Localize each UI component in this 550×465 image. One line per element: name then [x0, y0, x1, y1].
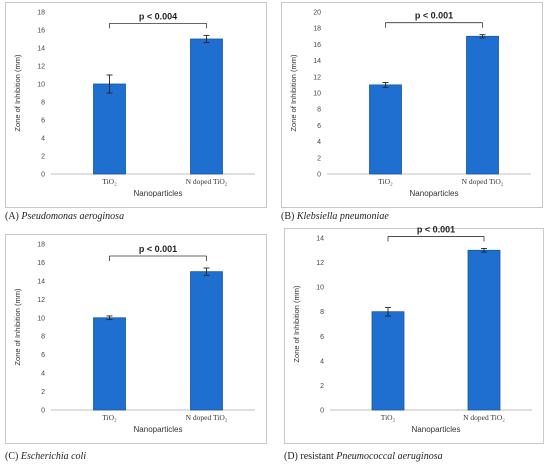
chart0-significance-label: p < 0.004	[139, 11, 177, 21]
chart1-ytick-label-7: 14	[313, 58, 321, 65]
chart2-ytick-label-4: 8	[41, 334, 45, 341]
chart3-ytick-label-2: 4	[320, 358, 324, 365]
chart1-bar-1	[466, 35, 499, 175]
chart-panel-c: 0 2 4 6 8 10 12 14 16 18 Zone of Inhibition (mm) Ti…	[5, 234, 267, 444]
chart0-ytick-label-9: 18	[37, 10, 45, 17]
chart3-category-label-0: TiO₂	[381, 413, 396, 422]
chart0-category-label-1: N doped TiO₂	[186, 177, 228, 186]
chart1-significance-label: p < 0.001	[415, 11, 453, 21]
chart1-y-axis-label: Zone of Inhibition (mm)	[289, 54, 298, 132]
chart2-ytick-label-9: 18	[37, 242, 45, 249]
bar-chart-c: 0 2 4 6 8 10 12 14 16 18 Zone of Inhibition (mm) Ti…	[5, 234, 267, 444]
caption-d: (D) resistant Pneumococcal aeruginosa	[284, 451, 443, 462]
chart3-bar-0	[371, 311, 405, 411]
chart3-bar-1	[467, 249, 501, 411]
chart1-ytick-label-0: 0	[317, 172, 321, 179]
chart-panel-d: 0 2 4 6 8 10 12 14 Zone of Inhibition (mm) TiO₂ N …	[284, 224, 544, 444]
chart0-x-axis-label: Nanoparticles	[134, 189, 183, 198]
caption-b: (B) Klebsiella pneumoniae	[281, 211, 389, 222]
chart0-category-label-0: TiO₂	[102, 177, 117, 186]
chart2-category-label-1: N doped TiO₂	[186, 413, 228, 422]
caption-b-organism: Klebsiella pneumoniae	[296, 211, 389, 222]
chart2-ytick-label-1: 2	[41, 389, 45, 396]
chart0-y-axis-label: Zone of Inhibition (mm)	[13, 54, 22, 132]
chart2-ytick-label-5: 10	[37, 315, 45, 322]
chart0-bar-1	[190, 38, 223, 175]
caption-a-letter: (A)	[5, 211, 19, 222]
chart2-ytick-label-0: 0	[41, 408, 45, 415]
caption-d-letter: (D)	[284, 451, 298, 462]
caption-b-letter: (B)	[281, 211, 295, 222]
chart1-bar-0	[369, 84, 402, 175]
chart1-ytick-label-9: 18	[313, 26, 321, 33]
bar-chart-b: 0 2 4 6 8 10 12 14 16 18 20 Zone of Inhibition (mm)…	[281, 2, 543, 208]
caption-c-letter: (C)	[5, 451, 19, 462]
chart3-ytick-label-7: 14	[316, 236, 324, 243]
chart3-x-axis-label: Nanoparticles	[412, 425, 461, 434]
chart0-ytick-label-2: 4	[41, 136, 45, 143]
chart0-ytick-label-7: 14	[37, 46, 45, 53]
chart2-ytick-label-6: 12	[37, 297, 45, 304]
chart0-ytick-label-8: 16	[37, 28, 45, 35]
chart2-y-axis-label: Zone of Inhibition (mm)	[13, 288, 22, 366]
chart1-ytick-label-6: 12	[313, 74, 321, 81]
chart3-ytick-label-5: 10	[316, 285, 324, 292]
chart3-ytick-label-4: 8	[320, 309, 324, 316]
chart2-ytick-label-3: 6	[41, 352, 45, 359]
chart2-ytick-label-2: 4	[41, 371, 45, 378]
chart1-ytick-label-3: 6	[317, 123, 321, 130]
chart3-significance-label: p < 0.001	[417, 224, 455, 234]
caption-a-organism: Pseudomonas aeroginosa	[21, 211, 125, 222]
chart2-category-label-0: TiO₂	[102, 413, 117, 422]
chart1-ytick-label-5: 10	[313, 91, 321, 98]
chart0-ytick-label-5: 10	[37, 82, 45, 89]
chart1-ytick-label-8: 16	[313, 42, 321, 49]
chart2-bar-1	[190, 271, 223, 411]
caption-a: (A) Pseudomonas aeroginosa	[5, 211, 124, 222]
chart1-x-axis-label: Nanoparticles	[410, 189, 459, 198]
chart1-category-label-1: N doped TiO₂	[462, 177, 504, 186]
chart3-y-axis-label: Zone of Inhibition (mm)	[292, 285, 301, 363]
chart1-ytick-label-1: 2	[317, 155, 321, 162]
caption-d-prefix: resistant	[300, 451, 334, 462]
chart3-ytick-label-3: 6	[320, 334, 324, 341]
bar-chart-d: 0 2 4 6 8 10 12 14 Zone of Inhibition (mm) TiO₂ N …	[284, 224, 544, 444]
caption-c-organism: Escherichia coli	[20, 451, 87, 462]
caption-d-organism: Pneumococcal aeruginosa	[336, 451, 443, 462]
chart1-ytick-label-2: 4	[317, 139, 321, 146]
chart0-ytick-label-4: 8	[41, 100, 45, 107]
chart3-ytick-label-1: 2	[320, 383, 324, 390]
chart0-ytick-label-1: 2	[41, 154, 45, 161]
chart0-ytick-label-0: 0	[41, 172, 45, 179]
chart0-bar-0	[93, 83, 126, 175]
chart1-category-label-0: TiO₂	[378, 177, 393, 186]
chart0-frame	[5, 2, 267, 208]
chart2-bar-0	[93, 317, 126, 411]
caption-c: (C) Escherichia coli	[5, 451, 86, 462]
chart1-ytick-label-10: 20	[313, 10, 321, 17]
chart2-frame	[5, 234, 267, 444]
chart3-ytick-label-6: 12	[316, 260, 324, 267]
chart0-ytick-label-3: 6	[41, 118, 45, 125]
chart2-ytick-label-8: 16	[37, 260, 45, 267]
chart2-ytick-label-7: 14	[37, 278, 45, 285]
bar-chart-a: 0 2 4 6 8 10 12 14 16 18 Zone of Inhibition (mm) Ti…	[5, 2, 267, 208]
chart3-category-label-1: N doped TiO₂	[463, 413, 505, 422]
chart3-ytick-label-0: 0	[320, 408, 324, 415]
chart1-frame	[281, 2, 543, 208]
chart1-ytick-label-4: 8	[317, 107, 321, 114]
chart2-significance-label: p < 0.001	[139, 244, 177, 254]
chart-panel-a: 0 2 4 6 8 10 12 14 16 18 Zone of Inhibition (mm) Ti…	[5, 2, 267, 208]
chart-panel-b: 0 2 4 6 8 10 12 14 16 18 20 Zone of Inhibition (mm)…	[281, 2, 543, 208]
chart0-ytick-label-6: 12	[37, 64, 45, 71]
chart2-x-axis-label: Nanoparticles	[134, 425, 183, 434]
